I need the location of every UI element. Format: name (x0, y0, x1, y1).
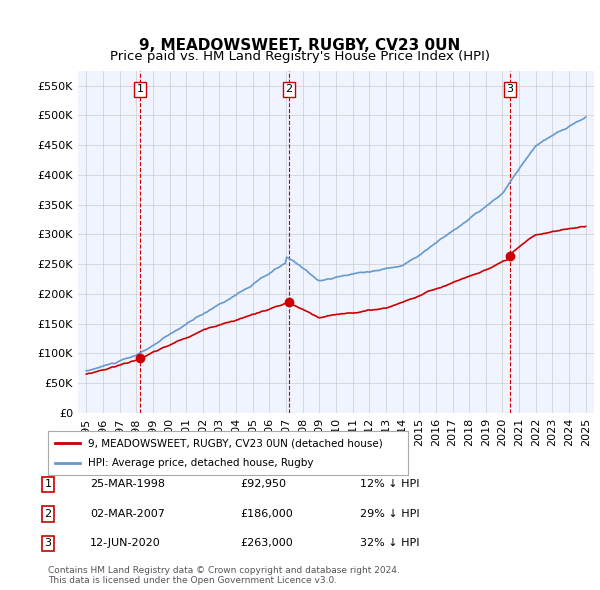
Text: 1: 1 (44, 480, 52, 489)
Text: 02-MAR-2007: 02-MAR-2007 (90, 509, 165, 519)
Text: 25-MAR-1998: 25-MAR-1998 (90, 480, 165, 489)
Text: 12-JUN-2020: 12-JUN-2020 (90, 539, 161, 548)
Text: 9, MEADOWSWEET, RUGBY, CV23 0UN: 9, MEADOWSWEET, RUGBY, CV23 0UN (139, 38, 461, 53)
Text: 3: 3 (506, 84, 514, 94)
Text: 2: 2 (286, 84, 292, 94)
Text: £92,950: £92,950 (240, 480, 286, 489)
Text: Contains HM Land Registry data © Crown copyright and database right 2024.
This d: Contains HM Land Registry data © Crown c… (48, 566, 400, 585)
Text: 2: 2 (44, 509, 52, 519)
Text: £263,000: £263,000 (240, 539, 293, 548)
Text: 29% ↓ HPI: 29% ↓ HPI (360, 509, 419, 519)
Text: Price paid vs. HM Land Registry's House Price Index (HPI): Price paid vs. HM Land Registry's House … (110, 50, 490, 63)
Text: £186,000: £186,000 (240, 509, 293, 519)
Text: 9, MEADOWSWEET, RUGBY, CV23 0UN (detached house): 9, MEADOWSWEET, RUGBY, CV23 0UN (detache… (88, 438, 382, 448)
Text: 32% ↓ HPI: 32% ↓ HPI (360, 539, 419, 548)
Text: 1: 1 (137, 84, 143, 94)
Text: 12% ↓ HPI: 12% ↓ HPI (360, 480, 419, 489)
Text: 3: 3 (44, 539, 52, 548)
Text: HPI: Average price, detached house, Rugby: HPI: Average price, detached house, Rugb… (88, 458, 313, 467)
